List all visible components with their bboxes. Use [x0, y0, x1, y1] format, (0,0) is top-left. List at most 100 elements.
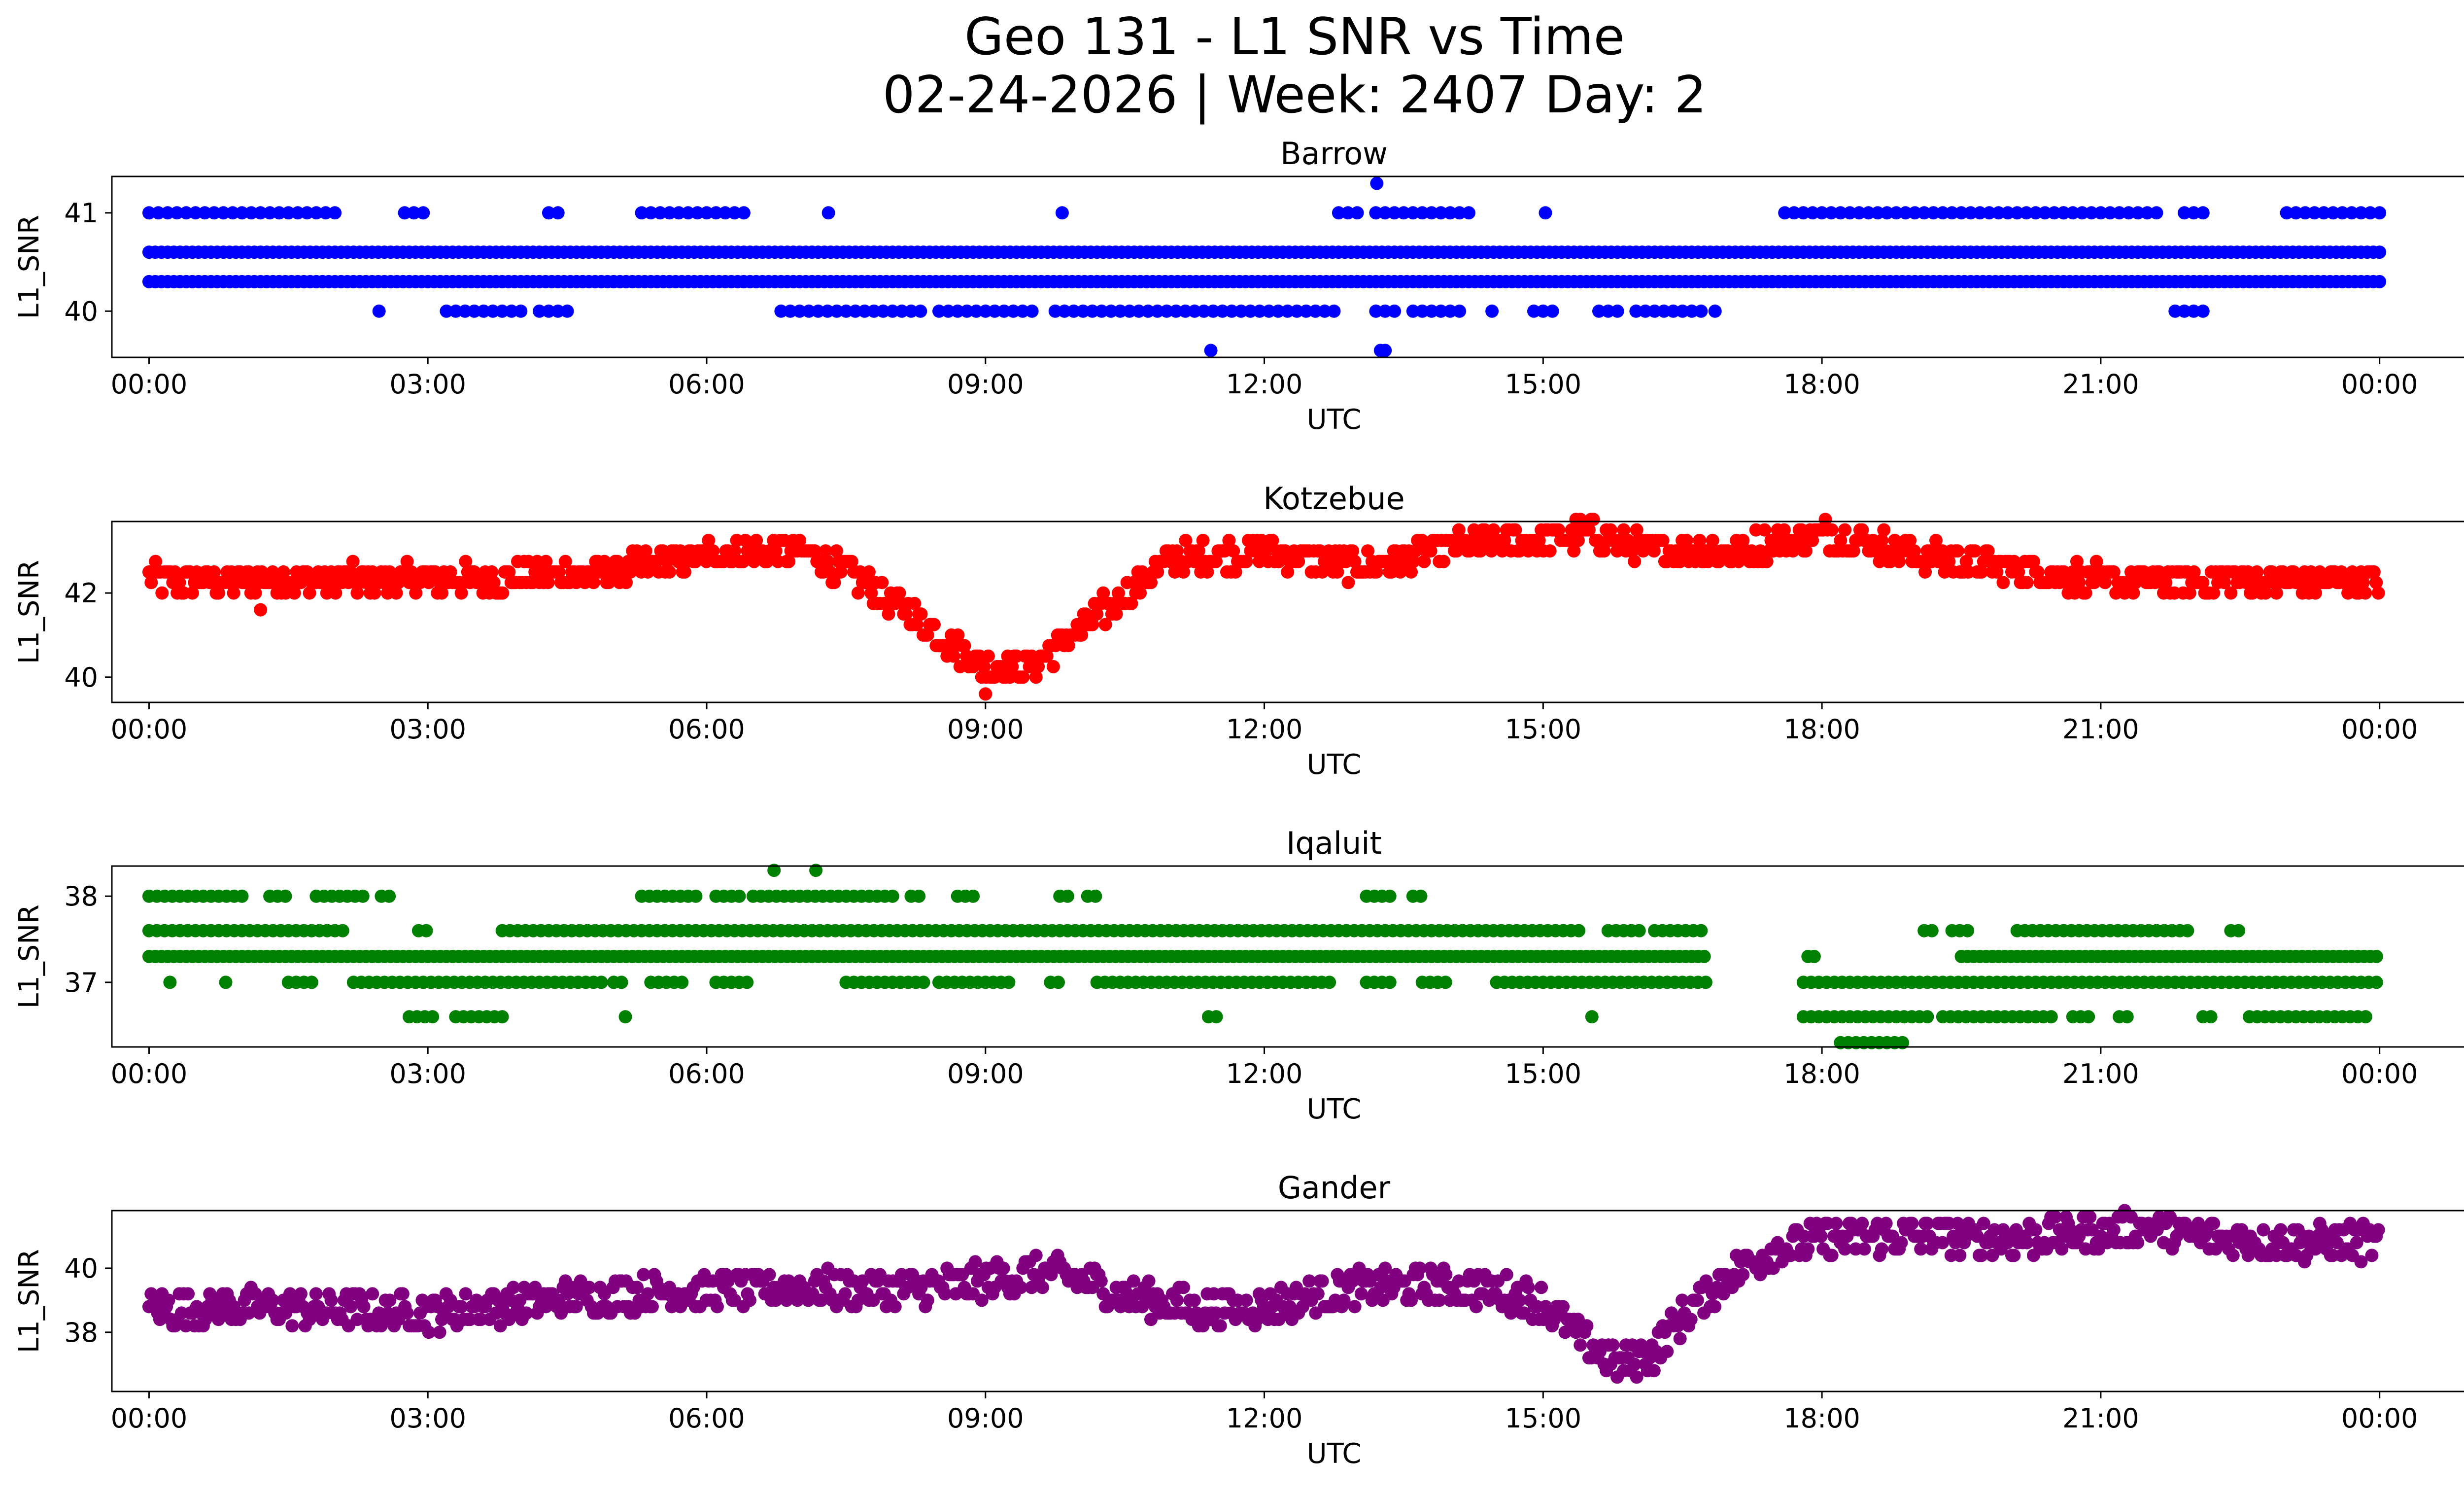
data-point: [1113, 304, 1127, 318]
data-point: [422, 576, 436, 590]
data-point: [1498, 533, 1511, 547]
data-point: [2359, 586, 2372, 600]
data-point: [1697, 950, 1711, 963]
data-point: [163, 975, 177, 989]
data-point: [1899, 206, 1913, 220]
axes-frame: [111, 1210, 2464, 1392]
data-point: [468, 304, 481, 318]
data-point: [1918, 565, 1932, 579]
data-point: [2309, 586, 2322, 600]
data-point: [226, 206, 240, 220]
data-point: [1679, 533, 1693, 547]
data-point: [328, 206, 342, 220]
data-point: [2010, 206, 2024, 220]
subplot-title: Kotzebue: [1263, 481, 1404, 517]
data-point: [1337, 1293, 1351, 1307]
data-point: [1029, 1249, 1043, 1262]
x-tick-label: 12:00: [1226, 369, 1303, 400]
data-point: [487, 576, 501, 590]
data-point: [1204, 344, 1218, 357]
data-point: [1031, 660, 1045, 673]
data-point: [1847, 544, 1860, 558]
data-point: [1838, 523, 1852, 537]
data-point: [1606, 1338, 1620, 1352]
y-tick-label: 38: [64, 881, 98, 912]
data-point: [1089, 889, 1102, 903]
data-point: [1777, 523, 1791, 537]
data-point: [1383, 975, 1397, 989]
subplot-title: Gander: [1278, 1170, 1391, 1206]
data-point: [1639, 304, 1652, 318]
data-point: [1132, 304, 1146, 318]
data-point: [1308, 304, 1322, 318]
x-tick-label: 00:00: [111, 369, 188, 400]
data-point: [966, 660, 980, 673]
x-tick-label: 18:00: [1783, 1403, 1860, 1434]
data-point: [422, 1325, 436, 1339]
data-point: [927, 618, 941, 631]
data-point: [1394, 565, 1407, 579]
data-point: [886, 889, 899, 903]
data-point: [932, 304, 946, 318]
data-point: [802, 304, 816, 318]
data-point: [2313, 565, 2327, 579]
data-point: [660, 555, 674, 568]
data-point: [433, 1325, 446, 1339]
data-point: [1892, 555, 1906, 568]
data-point: [2373, 245, 2387, 259]
data-point: [958, 639, 971, 653]
data-point: [2126, 586, 2140, 600]
data-point: [587, 576, 600, 590]
data-point: [558, 555, 572, 568]
data-point: [266, 1293, 279, 1307]
data-point: [541, 576, 555, 590]
data-point: [1271, 304, 1285, 318]
data-point: [1439, 1268, 1453, 1282]
data-point: [1025, 304, 1039, 318]
data-point: [2363, 206, 2377, 220]
data-point: [2371, 1223, 2385, 1237]
data-point: [1311, 1287, 1325, 1301]
data-point: [1843, 206, 1857, 220]
data-point: [1067, 304, 1081, 318]
data-point: [784, 304, 797, 318]
data-point: [644, 206, 658, 220]
data-point: [1604, 523, 1617, 537]
y-axis-label: L1_SNR: [13, 1249, 45, 1353]
data-point: [1079, 607, 1093, 621]
data-point: [1323, 975, 1336, 989]
data-point: [1879, 1217, 1893, 1230]
data-point: [762, 1268, 776, 1282]
data-point: [2150, 206, 2163, 220]
data-point: [1964, 206, 1978, 220]
data-point: [1694, 924, 1708, 938]
data-point: [1406, 555, 1420, 568]
data-point: [162, 1293, 175, 1307]
data-point: [1572, 924, 1586, 938]
data-point: [782, 555, 796, 568]
data-point: [895, 304, 909, 318]
data-point: [1630, 1370, 1643, 1384]
data-point: [1177, 565, 1190, 579]
data-point: [743, 1293, 756, 1307]
data-point: [2131, 206, 2145, 220]
data-point: [1896, 1036, 1910, 1049]
data-point: [1535, 1281, 1548, 1294]
data-point: [168, 565, 182, 579]
data-point: [864, 586, 878, 600]
data-point: [1408, 544, 1422, 558]
data-point: [690, 206, 704, 220]
data-point: [382, 889, 396, 903]
data-point: [172, 576, 186, 590]
data-point: [2082, 1010, 2095, 1024]
data-point: [1706, 533, 1719, 547]
data-point: [1708, 1300, 1722, 1314]
y-tick-label: 40: [64, 296, 98, 327]
data-point: [650, 555, 663, 568]
data-point: [211, 586, 225, 600]
data-point: [144, 576, 158, 590]
data-point: [997, 304, 1011, 318]
data-point: [1855, 1217, 1869, 1230]
data-point: [821, 304, 834, 318]
data-point: [1453, 304, 1467, 318]
